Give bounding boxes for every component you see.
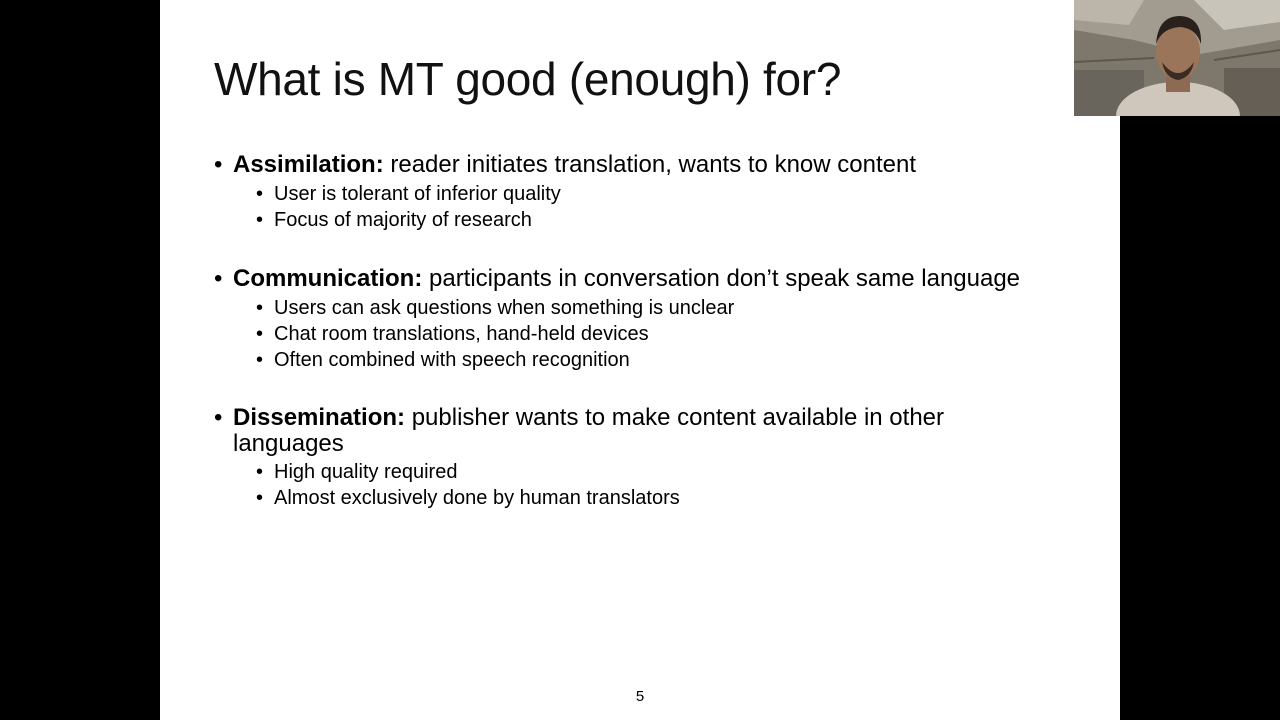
bullet-dot: •	[256, 297, 264, 319]
bullet-text: reader initiates translation, wants to k…	[383, 151, 916, 178]
sub-bullet-text: Often combined with speech recognition	[274, 349, 630, 371]
sub-bullet-text: Almost exclusively done by human transla…	[274, 487, 680, 509]
bullet-dot: •	[214, 151, 223, 178]
sub-bullet: • Chat room translations, hand-held devi…	[256, 322, 649, 346]
slide-title: What is MT good (enough) for?	[214, 53, 842, 105]
sub-bullet: • Focus of majority of research	[256, 208, 532, 232]
bullet-dot: •	[214, 265, 223, 292]
bullet-dot: •	[214, 404, 223, 431]
bullet-keyword: Assimilation:	[233, 151, 384, 178]
sub-bullet: • Almost exclusively done by human trans…	[256, 486, 680, 510]
bullet-keyword: Dissemination:	[233, 404, 406, 431]
bullet-dot: •	[256, 183, 264, 205]
presenter-video-icon	[1074, 0, 1280, 116]
bullet-dot: •	[256, 461, 264, 483]
bullet-keyword: Communication:	[233, 265, 423, 292]
presenter-webcam	[1074, 0, 1280, 116]
sub-bullet: • User is tolerant of inferior quality	[256, 182, 561, 206]
bullet-dot: •	[256, 487, 264, 509]
bullet-assimilation: • Assimilation: reader initiates transla…	[214, 152, 1094, 178]
bullet-dot: •	[256, 209, 264, 231]
sub-bullet-text: Users can ask questions when something i…	[274, 297, 735, 319]
sub-bullet-text: Focus of majority of research	[274, 209, 532, 231]
bullet-text: participants in conversation don’t speak…	[422, 265, 1021, 292]
sub-bullet: • Often combined with speech recognition	[256, 348, 630, 372]
bullet-dissemination: • Dissemination: publisher wants to make…	[214, 405, 1034, 457]
bullet-communication: • Communication: participants in convers…	[214, 266, 1094, 292]
presentation-slide: What is MT good (enough) for? • Assimila…	[160, 0, 1120, 720]
bullet-dot: •	[256, 349, 264, 371]
sub-bullet-text: Chat room translations, hand-held device…	[274, 323, 649, 345]
sub-bullet: • Users can ask questions when something…	[256, 296, 734, 320]
sub-bullet-text: High quality required	[274, 461, 458, 483]
bullet-text: publisher wants to make content availabl…	[233, 404, 945, 457]
slide-page-number: 5	[635, 688, 645, 705]
bullet-dot: •	[256, 323, 264, 345]
sub-bullet: • High quality required	[256, 460, 457, 484]
sub-bullet-text: User is tolerant of inferior quality	[274, 183, 561, 205]
